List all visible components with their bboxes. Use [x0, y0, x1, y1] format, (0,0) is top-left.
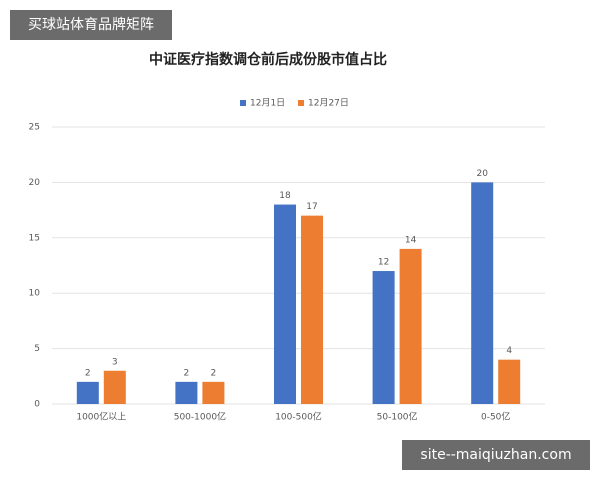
bar: [301, 215, 323, 404]
x-tick-label: 50-100亿: [377, 411, 418, 423]
data-label: 12: [378, 258, 389, 268]
bar: [274, 204, 296, 404]
y-tick-label: 15: [29, 233, 40, 243]
bar: [103, 370, 126, 404]
y-tick-label: 5: [34, 344, 40, 354]
data-label: 3: [112, 357, 118, 367]
x-tick-label: 1000亿以上: [76, 411, 126, 423]
legend-label: 12月1日: [250, 98, 285, 109]
x-tick-label: 500-1000亿: [174, 411, 226, 423]
y-tick-label: 10: [29, 289, 41, 299]
data-label: 14: [405, 235, 417, 245]
data-label: 20: [476, 169, 488, 179]
data-label: 2: [184, 368, 190, 378]
chart-title: 中证医疗指数调仓前后成份股市值占比: [149, 51, 387, 68]
data-label: 2: [85, 368, 91, 378]
watermark: 买球站体育品牌矩阵: [28, 16, 154, 33]
bar: [471, 182, 494, 404]
bar: [202, 381, 225, 404]
bar: [76, 381, 99, 404]
data-label: 2: [211, 368, 217, 378]
watermark: site--maiqiuzhan.com: [420, 447, 571, 463]
x-tick-label: 100-500亿: [275, 411, 322, 423]
y-tick-label: 0: [34, 400, 40, 410]
y-tick-label: 25: [29, 123, 40, 133]
legend-swatch: [298, 100, 304, 106]
bar: [498, 359, 521, 404]
bar: [175, 381, 198, 404]
data-label: 18: [279, 191, 291, 201]
x-tick-label: 0-50亿: [481, 411, 510, 423]
legend-swatch: [240, 100, 246, 106]
data-label: 4: [506, 346, 512, 356]
bar: [372, 271, 395, 404]
bar: [399, 248, 422, 404]
watermark-box: [10, 10, 172, 40]
watermark-box: [402, 440, 590, 470]
y-tick-label: 20: [29, 178, 41, 188]
legend-label: 12月27日: [308, 98, 349, 109]
data-label: 17: [306, 202, 317, 212]
